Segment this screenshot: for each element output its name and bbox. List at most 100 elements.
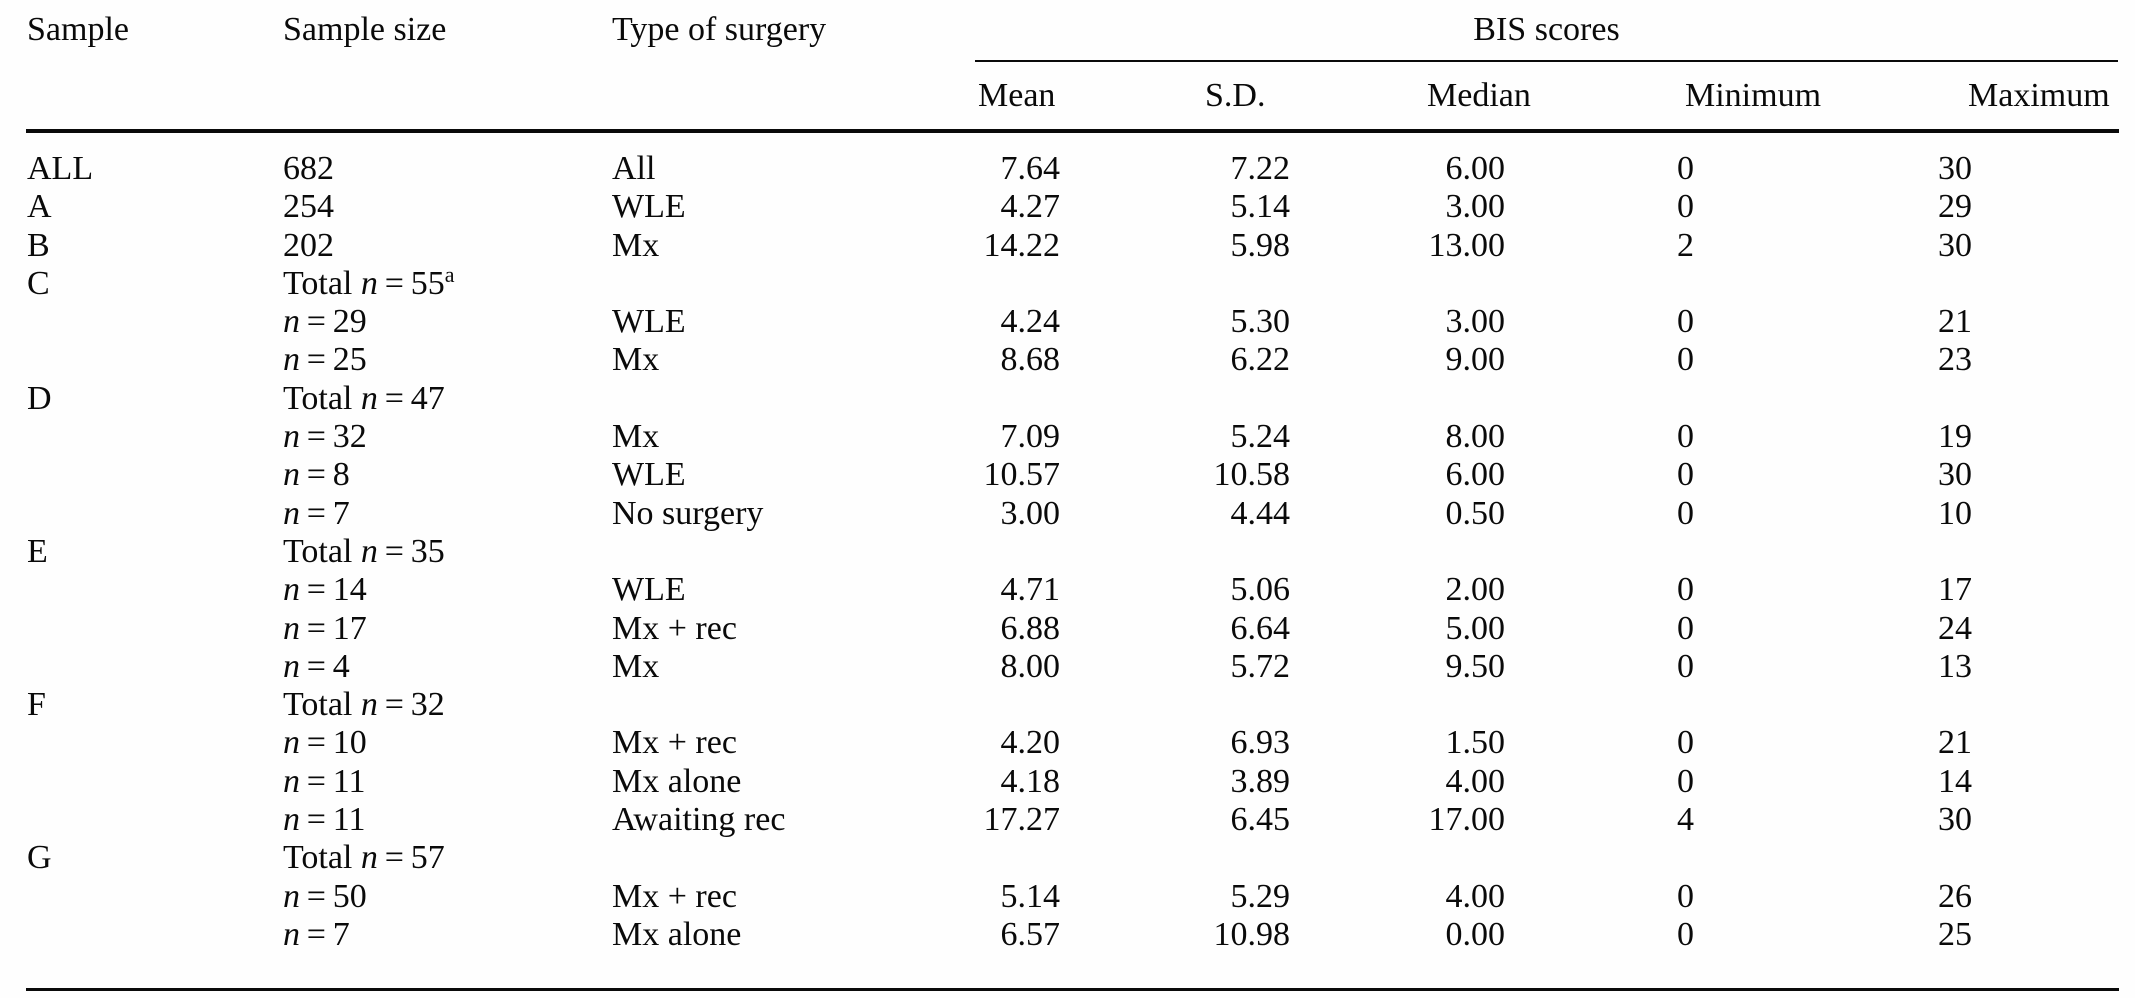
surgery-type-cell: Mx + rec [612,877,737,915]
sample-size-cell: n = 4 [283,647,350,685]
sample-cell: ALL [27,150,94,187]
sample-size-cell: n = 10 [283,724,367,762]
mean-cell: 14.22 [983,226,1061,264]
italic-n-symbol: n [283,303,300,341]
sd-cell: 10.58 [1213,456,1291,494]
minimum-cell: 0 [1677,915,1694,953]
italic-n-symbol: n [283,494,300,532]
sample-size-cell: n = 11 [283,801,366,839]
sd-cell: 5.72 [1230,647,1291,685]
maximum-cell: 19 [1938,418,1972,456]
median-cell: 5.00 [1445,609,1506,647]
sample-size-cell: n = 25 [283,341,367,379]
italic-n-symbol: n [283,724,300,762]
median-cell: 3.00 [1445,303,1506,341]
median-cell: 3.00 [1445,188,1506,226]
table-row: E Total n = 35 [0,533,2135,571]
maximum-cell: 29 [1938,188,1972,226]
italic-n-symbol: n [283,915,300,953]
minimum-cell: 0 [1677,571,1694,609]
sample-size-cell: n = 8 [283,456,350,494]
minimum-cell: 0 [1677,303,1694,341]
median-cell: 9.00 [1445,341,1506,379]
col-group-header-bis-scores: BIS scores [1473,11,1620,48]
sd-cell: 5.24 [1230,418,1291,456]
minimum-cell: 0 [1677,418,1694,456]
median-cell: 4.00 [1445,877,1506,915]
italic-n-symbol: n [283,762,300,800]
maximum-cell: 30 [1938,150,1972,187]
surgery-type-cell: WLE [612,456,686,494]
minimum-cell: 4 [1677,801,1694,839]
col-header-mean: Mean [978,77,1056,114]
sd-cell: 5.06 [1230,571,1291,609]
italic-n-symbol: n [283,877,300,915]
italic-n-symbol: n [283,801,300,839]
maximum-cell: 17 [1938,571,1972,609]
median-cell: 0.50 [1445,494,1506,532]
median-cell: 6.00 [1445,150,1506,187]
sample-cell: B [27,226,50,264]
maximum-cell: 30 [1938,801,1972,839]
mean-cell: 7.64 [1000,150,1061,187]
sd-cell: 5.29 [1230,877,1291,915]
table-row: n = 50 Mx + rec 5.14 5.29 4.00 0 26 [0,878,2135,916]
minimum-cell: 0 [1677,456,1694,494]
table-row: F Total n = 32 [0,686,2135,724]
table-row: n = 32 Mx 7.09 5.24 8.00 0 19 [0,418,2135,456]
surgery-type-cell: Mx [612,647,660,685]
maximum-cell: 13 [1938,647,1972,685]
mean-cell: 4.24 [1000,303,1061,341]
maximum-cell: 30 [1938,226,1972,264]
col-header-type-of-surgery: Type of surgery [612,11,827,48]
sample-size-cell: n = 50 [283,877,367,915]
header-bottom-rule [26,129,2119,133]
table-row: C Total n = 55a [0,261,2135,303]
surgery-type-cell: Mx alone [612,762,742,800]
median-cell: 1.50 [1445,724,1506,762]
mean-cell: 4.18 [1000,762,1061,800]
italic-n-symbol: n [283,341,300,379]
mean-cell: 4.20 [1000,724,1061,762]
italic-n-symbol: n [360,686,378,724]
surgery-type-cell: WLE [612,571,686,609]
sample-size-cell: Total n = 47 [283,379,445,417]
sd-cell: 6.45 [1230,801,1291,839]
minimum-cell: 0 [1677,150,1694,187]
sample-size-cell: Total n = 55a [283,261,455,302]
surgery-type-cell: Mx alone [612,915,742,953]
table-row: ALL 682 All 7.64 7.22 6.00 0 30 [0,150,2135,188]
mean-cell: 4.27 [1000,188,1061,226]
surgery-type-cell: No surgery [612,494,764,532]
maximum-cell: 26 [1938,877,1972,915]
sample-size-cell: Total n = 57 [283,839,445,877]
surgery-type-cell: WLE [612,188,686,226]
table-row: n = 14 WLE 4.71 5.06 2.00 0 17 [0,571,2135,609]
mean-cell: 4.71 [1000,571,1061,609]
italic-n-symbol: n [360,839,378,877]
minimum-cell: 0 [1677,762,1694,800]
table-row: n = 25 Mx 8.68 6.22 9.00 0 23 [0,341,2135,379]
median-cell: 9.50 [1445,647,1506,685]
table-bottom-rule [26,988,2119,991]
sample-size-cell: 254 [283,188,334,226]
sample-cell: D [27,379,52,417]
table-row: n = 11 Mx alone 4.18 3.89 4.00 0 14 [0,763,2135,801]
italic-n-symbol: n [283,609,300,647]
median-cell: 6.00 [1445,456,1506,494]
mean-cell: 3.00 [1000,494,1061,532]
minimum-cell: 2 [1677,226,1694,264]
table-body: ALL 682 All 7.64 7.22 6.00 0 30 A 254 WLE 4.27 5.14 3… [0,150,2135,954]
italic-n-symbol: n [283,456,300,494]
median-cell: 17.00 [1428,801,1506,839]
sample-size-cell: 682 [283,150,334,187]
surgery-type-cell: Awaiting rec [612,801,786,839]
maximum-cell: 24 [1938,609,1972,647]
col-header-minimum: Minimum [1685,77,1822,114]
surgery-type-cell: Mx [612,418,660,456]
mean-cell: 7.09 [1000,418,1061,456]
mean-cell: 17.27 [983,801,1061,839]
mean-cell: 8.00 [1000,647,1061,685]
sd-cell: 4.44 [1230,494,1291,532]
sample-size-cell: n = 29 [283,303,367,341]
